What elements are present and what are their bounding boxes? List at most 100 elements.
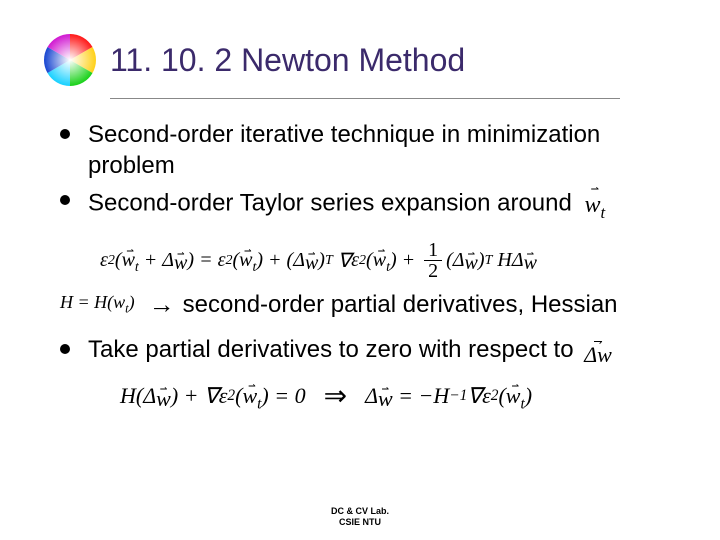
symbol-w: w: [239, 249, 252, 271]
symbol-delta: Δ: [453, 249, 465, 272]
fraction-half: 1 2: [424, 240, 442, 281]
symbol-w: w: [506, 383, 521, 408]
symbol-delta: Δ: [512, 249, 524, 272]
sup-T: T: [325, 253, 333, 269]
rparen: ): [390, 249, 397, 272]
symbol-w-vec: ⇀w: [378, 387, 393, 406]
sup-2: 2: [227, 387, 235, 405]
rparen: ): [318, 249, 325, 272]
lparen: (: [235, 383, 242, 409]
lparen: (: [446, 249, 453, 272]
lparen: (: [498, 383, 505, 409]
vector-arrow-icon: ⇀: [591, 187, 599, 192]
arrow-right-icon: →: [149, 289, 175, 320]
symbol-nabla: ∇: [467, 383, 482, 409]
symbol-wt-vec: ⇀wt: [373, 249, 390, 273]
bullet-item-2: Second-order Taylor series expansion aro…: [60, 185, 670, 224]
symbol-wt-vec: ⇀wt: [506, 384, 525, 409]
symbol-w: w: [156, 392, 171, 405]
bullet-item-3: Take partial derivatives to zero with re…: [60, 334, 670, 365]
plus: +: [268, 249, 282, 272]
zero: 0: [295, 383, 306, 409]
sup-2: 2: [108, 253, 115, 269]
slide-container: 11. 10. 2 Newton Method Second-order ite…: [0, 0, 720, 540]
plus: +: [144, 249, 158, 272]
symbol-wt: ⇀ wt: [585, 185, 606, 224]
symbol-H: H: [120, 383, 136, 409]
symbol-delta: Δ: [293, 249, 305, 272]
hessian-line: H = H(wt) → second-order partial derivat…: [60, 289, 670, 320]
symbol-wt-vec: ⇀wt: [122, 249, 139, 273]
implies-icon: ⇒: [324, 379, 347, 413]
symbol-eps: ε: [100, 249, 108, 272]
symbol-nabla: ∇: [338, 248, 351, 273]
slide-title: 11. 10. 2 Newton Method: [110, 42, 465, 79]
hessian-desc: second-order partial derivatives, Hessia…: [183, 291, 618, 319]
symbol-w-vec: ⇀w: [305, 252, 318, 269]
symbol-delta: Δ: [143, 383, 156, 409]
eq: =: [398, 383, 413, 409]
symbol-w-vec: ⇀w: [156, 387, 171, 406]
eq: =: [274, 383, 289, 409]
bullet-dot-icon: [60, 195, 70, 205]
eq: =: [199, 249, 213, 272]
symbol-w-vec: ⇀w: [465, 252, 478, 269]
symbol-eps: ε: [351, 249, 359, 272]
symbol-w: w: [465, 257, 478, 269]
equation-newton-step: H ( Δ ⇀w ) + ∇ ε2 ( ⇀wt ) = 0 ⇒ Δ ⇀w = −…: [120, 379, 670, 413]
sup-2: 2: [359, 253, 366, 269]
lparen: (: [366, 249, 373, 272]
lparen: (: [232, 249, 239, 272]
title-divider: [110, 98, 620, 99]
rparen: ): [187, 249, 194, 272]
symbol-delta: Δ: [365, 383, 378, 409]
hessian-rparen: ): [129, 292, 135, 312]
rparen: ): [525, 383, 532, 409]
footer-line-2: CSIE NTU: [331, 517, 389, 528]
symbol-H: H: [497, 249, 511, 272]
symbol-w: w: [373, 249, 386, 271]
symbol-sub-t: t: [601, 203, 606, 222]
slide-footer: DC & CV Lab. CSIE NTU: [331, 506, 389, 528]
rparen: ): [256, 249, 263, 272]
slide-content: Second-order iterative technique in mini…: [40, 119, 680, 413]
lparen: (: [115, 249, 122, 272]
symbol-w-vec: ⇀w: [174, 252, 187, 269]
symbol-eps: ε: [219, 383, 228, 409]
symbol-nabla: ∇: [204, 383, 219, 409]
symbol-w: w: [585, 192, 601, 218]
hessian-lhs: H = H(w: [60, 292, 125, 312]
sup-T: T: [485, 253, 493, 269]
bullet-text-2: Second-order Taylor series expansion aro…: [88, 185, 605, 224]
symbol-w-vec: ⇀w: [524, 252, 537, 269]
color-wheel-logo: [40, 30, 100, 90]
symbol-w: w: [305, 257, 318, 269]
symbol-delta: Δ: [162, 249, 174, 272]
bullet-3-label: Take partial derivatives to zero with re…: [88, 336, 574, 363]
footer-line-1: DC & CV Lab.: [331, 506, 389, 517]
symbol-wt-vec: ⇀wt: [242, 384, 261, 409]
symbol-w: w: [174, 257, 187, 269]
frac-den: 2: [424, 261, 442, 281]
equation-taylor: ε2 ( ⇀wt + Δ ⇀w ) = ε2 ( ⇀wt ) + ( Δ ⇀w …: [100, 240, 670, 281]
bullet-item-1: Second-order iterative technique in mini…: [60, 119, 670, 181]
bullet-2-label: Second-order Taylor series expansion aro…: [88, 190, 572, 217]
frac-num: 1: [424, 240, 442, 261]
sup-neg1: −1: [449, 387, 467, 405]
sup-2: 2: [225, 253, 232, 269]
symbol-w: w: [242, 383, 257, 408]
symbol-wt-vec: ⇀wt: [239, 249, 256, 273]
bullet-dot-icon: [60, 129, 70, 139]
rparen: ): [171, 383, 178, 409]
symbol-eps: ε: [218, 249, 226, 272]
symbol-w: w: [378, 392, 393, 405]
slide-header: 11. 10. 2 Newton Method: [40, 30, 680, 90]
bullet-text-1: Second-order iterative technique in mini…: [88, 119, 670, 181]
rparen: ): [261, 383, 268, 409]
minus: −: [419, 383, 434, 409]
sup-2: 2: [491, 387, 499, 405]
rparen: ): [478, 249, 485, 272]
symbol-dw: Δw: [584, 347, 612, 362]
symbol-w: w: [122, 249, 135, 271]
symbol-w: w: [524, 257, 537, 269]
